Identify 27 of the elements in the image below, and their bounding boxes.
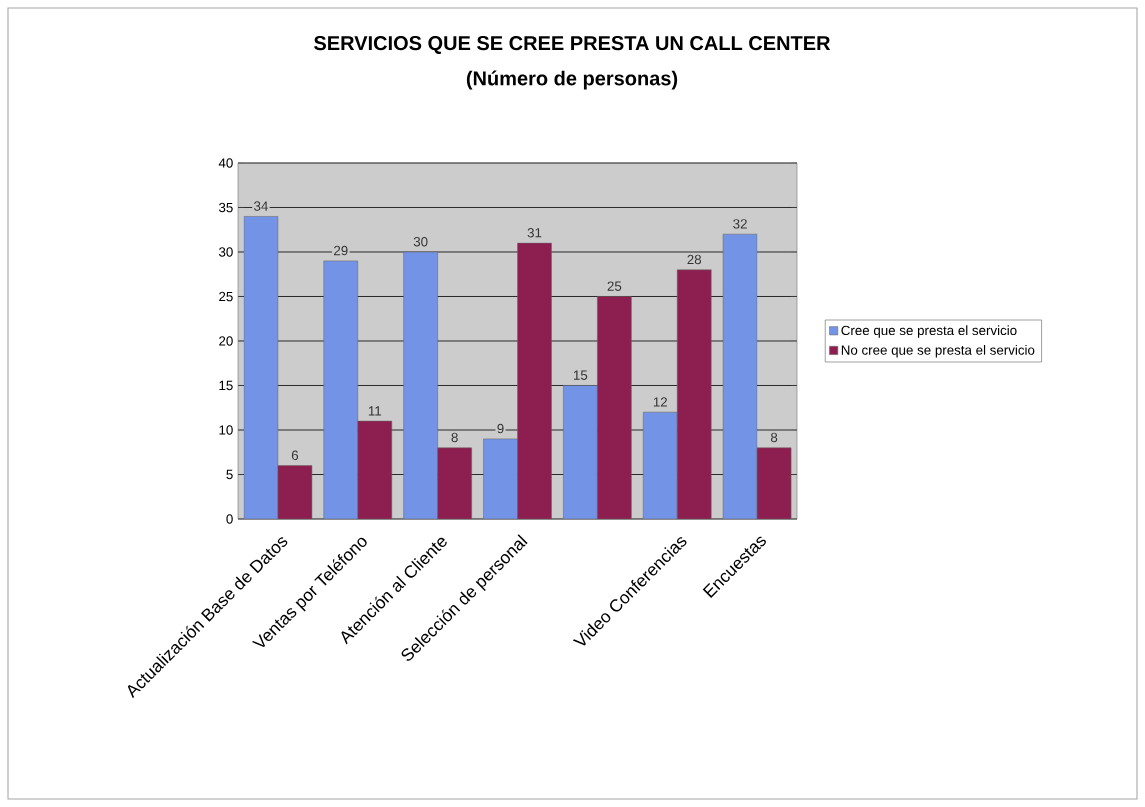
- data-label: 11: [368, 406, 382, 416]
- data-label: 30: [413, 236, 428, 247]
- y-tick-label: 0: [226, 514, 233, 524]
- data-label: 6: [291, 450, 299, 460]
- data-label: 28: [687, 254, 702, 265]
- chart-title: SERVICIOS QUE SE CREE PRESTA UN CALL CENTER: [314, 36, 831, 54]
- y-tick-label: 25: [219, 291, 233, 302]
- y-tick-label: 20: [219, 336, 233, 346]
- data-label: 31: [527, 228, 542, 238]
- data-label: 32: [733, 219, 747, 229]
- data-label: 9: [497, 423, 504, 434]
- data-label: 12: [653, 397, 667, 407]
- y-tick-label: 5: [226, 469, 233, 480]
- data-label: 25: [607, 281, 622, 291]
- chart-subtitle: (Número de personas): [466, 70, 678, 90]
- data-label: 8: [451, 432, 458, 443]
- data-label: 34: [254, 201, 268, 211]
- y-tick-label: 35: [218, 202, 233, 213]
- data-label: 15: [573, 370, 588, 380]
- y-tick-label: 15: [219, 380, 233, 391]
- y-tick-label: 10: [219, 425, 233, 435]
- y-tick-label: 40: [218, 158, 233, 168]
- legend-label: Cree que se presta el servicio: [841, 325, 1017, 338]
- data-label: 29: [334, 245, 348, 256]
- legend-label: No cree que se presta el servicio: [841, 345, 1035, 358]
- data-label: 8: [770, 432, 778, 443]
- y-tick-label: 30: [218, 247, 233, 257]
